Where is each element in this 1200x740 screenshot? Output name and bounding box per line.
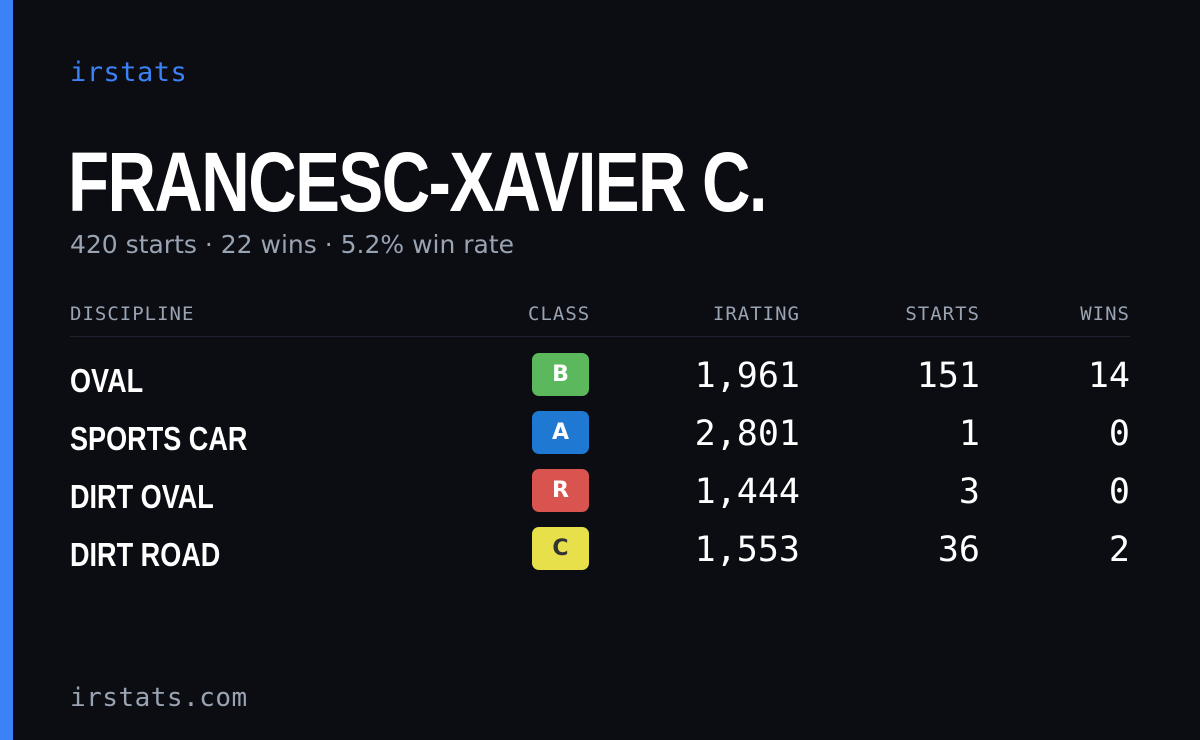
footer-url: irstats.com xyxy=(70,683,248,713)
irating-value: 1,553 xyxy=(694,530,800,570)
class-badge: B xyxy=(532,353,589,396)
wins-value: 2 xyxy=(1108,530,1130,570)
irating-value: 1,444 xyxy=(694,472,800,512)
header-class: CLASS xyxy=(528,303,591,325)
table-row: OVAL B 1,961 151 14 xyxy=(70,353,1130,411)
table-row: DIRT OVAL R 1,444 3 0 xyxy=(70,469,1130,527)
table-header: DISCIPLINE CLASS IRATING STARTS WINS xyxy=(70,298,1130,337)
class-badge: C xyxy=(532,527,589,570)
starts-value: 1 xyxy=(958,414,980,454)
starts-value: 3 xyxy=(958,472,980,512)
header-discipline: DISCIPLINE xyxy=(70,303,195,325)
stats-table: DISCIPLINE CLASS IRATING STARTS WINS OVA… xyxy=(70,298,1130,585)
irating-value: 2,801 xyxy=(694,414,800,454)
discipline-name: DIRT ROAD xyxy=(70,536,221,573)
wins-value: 0 xyxy=(1108,472,1130,512)
discipline-name: DIRT OVAL xyxy=(70,478,214,515)
wins-value: 14 xyxy=(1087,356,1130,396)
wins-value: 0 xyxy=(1108,414,1130,454)
header-irating: IRATING xyxy=(712,303,800,325)
driver-name: FRANCESC-XAVIER C. xyxy=(68,135,768,229)
header-starts: STARTS xyxy=(905,303,980,325)
table-row: SPORTS CAR A 2,801 1 0 xyxy=(70,411,1130,469)
discipline-name: OVAL xyxy=(70,362,144,399)
driver-summary: 420 starts · 22 wins · 5.2% win rate xyxy=(70,230,515,259)
starts-value: 151 xyxy=(916,356,980,396)
discipline-name: SPORTS CAR xyxy=(70,420,248,457)
class-badge: A xyxy=(532,411,589,454)
brand-logo-text: irstats xyxy=(70,57,188,88)
table-row: DIRT ROAD C 1,553 36 2 xyxy=(70,527,1130,585)
header-wins: WINS xyxy=(1080,303,1130,325)
irating-value: 1,961 xyxy=(694,356,800,396)
accent-bar xyxy=(0,0,13,740)
table-body: OVAL B 1,961 151 14 SPORTS CAR A 2,801 1… xyxy=(70,337,1130,585)
class-badge: R xyxy=(532,469,589,512)
starts-value: 36 xyxy=(937,530,980,570)
